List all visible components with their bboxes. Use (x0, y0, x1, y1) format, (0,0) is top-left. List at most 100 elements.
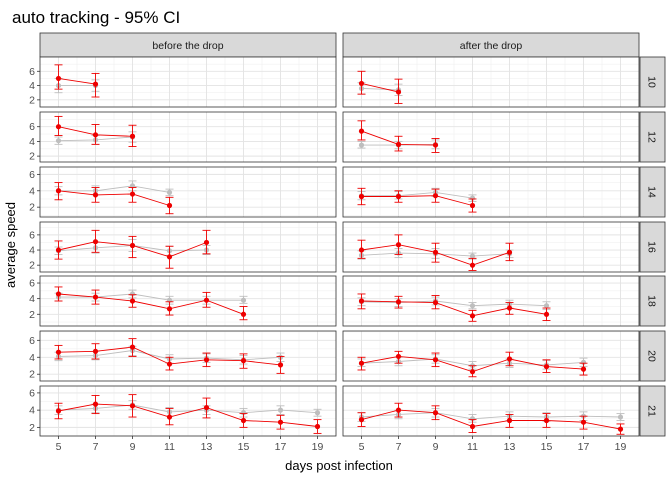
red-series-point (92, 294, 99, 300)
facet-strip-column (39, 32, 337, 58)
y-tick-label: 6 (29, 169, 35, 181)
red-series-point (240, 358, 247, 364)
red-series-point (432, 410, 439, 416)
x-tick-label: 9 (433, 441, 439, 453)
grey-series-point (469, 303, 476, 309)
y-tick-label: 2 (29, 422, 35, 434)
grey-series-point (277, 407, 284, 413)
y-tick-label: 2 (29, 369, 35, 381)
x-tick-label: 9 (130, 441, 136, 453)
grey-series-line (58, 185, 170, 193)
red-series-point (358, 298, 365, 304)
red-series-point (469, 313, 476, 319)
y-tick-label: 4 (29, 136, 35, 148)
red-series-point (92, 132, 99, 138)
x-tick-label: 15 (238, 441, 250, 453)
facet-strip-row-label: 20 (646, 350, 658, 362)
red-series-point (203, 297, 210, 303)
red-series-point (92, 192, 99, 198)
red-series-line (58, 403, 318, 427)
grey-series-point (469, 253, 476, 259)
panel-border (39, 275, 337, 327)
panel-border (342, 275, 640, 327)
panel-border (342, 221, 640, 273)
red-series-point (395, 89, 402, 95)
red-series-point (358, 247, 365, 253)
panel-border (39, 56, 337, 108)
red-series-point (92, 239, 99, 245)
red-series-point (469, 262, 476, 268)
red-series-point (55, 75, 62, 82)
x-tick-label: 17 (275, 441, 287, 453)
red-series-point (166, 254, 173, 260)
facet-strip-row (639, 166, 666, 218)
facet-strip-column-label: after the drop (460, 40, 523, 52)
x-tick-label: 5 (56, 441, 62, 453)
x-tick-label: 13 (504, 441, 516, 453)
y-tick-label: 4 (29, 405, 35, 417)
red-series-point (166, 414, 173, 420)
red-series-point (469, 423, 476, 430)
facet-panel: 2 4 6 (29, 221, 337, 273)
grey-series-point (358, 142, 365, 148)
red-series-point (166, 202, 173, 209)
y-tick-label: 2 (29, 151, 35, 163)
red-series-line (361, 82, 399, 93)
red-series-point (55, 247, 62, 253)
red-series-point (395, 193, 402, 200)
y-tick-label: 6 (29, 335, 35, 347)
red-series-point (129, 242, 136, 249)
red-series-point (469, 202, 476, 209)
red-series-line (361, 300, 547, 317)
red-series-point (506, 305, 513, 311)
facet-panel: 2 4 6 (29, 330, 337, 382)
red-series-point (506, 249, 513, 255)
facet-strip-row (639, 330, 666, 382)
facet-strip-row-label: 10 (646, 76, 658, 88)
y-tick-label: 4 (29, 245, 35, 257)
red-series-point (432, 249, 439, 255)
facet-strip-row (639, 275, 666, 327)
panel-border (39, 111, 337, 163)
facet-panel: 2 4 6 (29, 56, 337, 108)
red-series-point (358, 417, 365, 423)
red-series-point (358, 360, 365, 366)
facet-panel (342, 56, 640, 108)
red-series-point (166, 306, 173, 312)
red-series-point (432, 193, 439, 199)
red-series-point (580, 419, 587, 425)
facet-panel (342, 166, 640, 218)
grey-series-point (543, 303, 550, 309)
facet-panel: 2 4 6 (29, 275, 337, 327)
panel-border (342, 56, 640, 108)
red-series-point (314, 423, 321, 430)
grey-series-line (361, 300, 547, 307)
panel-border (342, 166, 640, 218)
y-tick-label: 4 (29, 80, 35, 92)
y-tick-label: 6 (29, 278, 35, 290)
grey-series-point (580, 359, 587, 365)
red-series-point (129, 344, 136, 350)
red-series-point (129, 191, 136, 197)
red-series-point (580, 366, 587, 372)
y-tick-label: 4 (29, 293, 35, 305)
facet-strip-column (342, 32, 640, 58)
grey-series-point (129, 291, 136, 297)
x-tick-label: 7 (396, 441, 402, 453)
red-series-point (395, 242, 402, 248)
grey-series-line (58, 293, 244, 301)
red-series-point (617, 426, 624, 432)
red-series-point (129, 403, 136, 409)
red-series-point (129, 133, 136, 139)
red-series-line (58, 190, 170, 206)
grey-series-point (469, 195, 476, 201)
facet-strip-column-label: before the drop (152, 40, 223, 52)
red-series-point (166, 361, 173, 367)
panel-border (39, 166, 337, 218)
red-series-point (506, 356, 513, 362)
red-series-point (432, 357, 439, 363)
red-series-line (58, 293, 244, 315)
facet-strip-row-label: 12 (646, 131, 658, 143)
red-series-line (361, 409, 621, 430)
